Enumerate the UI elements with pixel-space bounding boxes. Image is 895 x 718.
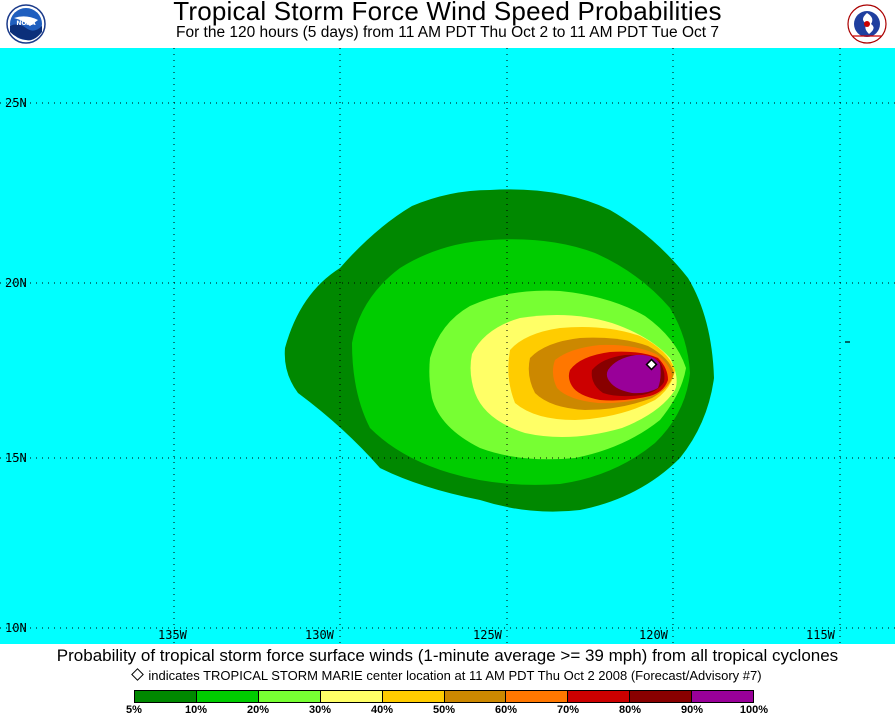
lon-label: 130W — [305, 628, 335, 642]
footer: Probability of tropical storm force surf… — [0, 644, 895, 716]
storm-center-marker — [645, 358, 658, 371]
legend-swatch — [568, 691, 631, 702]
map-caption: Probability of tropical storm force surf… — [56, 646, 839, 665]
legend-color-bar — [134, 690, 754, 703]
legend-label: 50% — [432, 704, 456, 716]
legend-swatch — [320, 691, 383, 702]
legend-swatch — [506, 691, 569, 702]
storm-note-text: indicates TROPICAL STORM MARIE center lo… — [148, 668, 762, 683]
lat-label: 10N — [5, 621, 27, 635]
legend-label: 30% — [308, 704, 332, 716]
storm-note: indicates TROPICAL STORM MARIE center lo… — [0, 668, 895, 683]
legend-swatch — [258, 691, 321, 702]
legend-label: 80% — [618, 704, 642, 716]
probability-contours — [284, 189, 714, 512]
lat-label: 20N — [5, 276, 27, 290]
legend-label: 90% — [680, 704, 704, 716]
svg-text:NOAA: NOAA — [16, 20, 36, 27]
lon-label: 120W — [639, 628, 669, 642]
probability-map: 25N 20N 15N 10N 135W 130W 125W 120W 115W — [0, 48, 895, 644]
legend-swatch — [630, 691, 693, 702]
lat-label: 15N — [5, 451, 27, 465]
legend-label: 60% — [494, 704, 518, 716]
diamond-icon — [131, 668, 145, 681]
legend-swatch — [382, 691, 445, 702]
lon-label: 125W — [473, 628, 503, 642]
legend-label: 20% — [246, 704, 270, 716]
legend-swatch — [444, 691, 507, 702]
nws-logo-icon — [847, 4, 887, 44]
noaa-logo-icon: NOAA — [6, 4, 46, 44]
page-title: Tropical Storm Force Wind Speed Probabil… — [173, 0, 722, 26]
legend-labels: 5% 10% 20% 30% 40% 50% 60% 70% 80% 90% 100% — [0, 704, 895, 718]
longitude-labels: 135W 130W 125W 120W 115W — [158, 628, 836, 642]
lon-label: 135W — [158, 628, 188, 642]
lat-label: 25N — [5, 96, 27, 110]
legend-label: 10% — [184, 704, 208, 716]
lon-label: 115W — [806, 628, 836, 642]
legend-label: 5% — [126, 704, 142, 716]
legend-label: 70% — [556, 704, 580, 716]
page-subtitle: For the 120 hours (5 days) from 11 AM PD… — [175, 24, 720, 41]
legend-label: 40% — [370, 704, 394, 716]
legend-swatch — [135, 691, 197, 702]
legend-swatch — [692, 691, 754, 702]
legend-swatch — [196, 691, 259, 702]
header: NOAA Tropical Storm Force Wind Speed Pro… — [0, 0, 895, 48]
latitude-labels: 25N 20N 15N 10N — [5, 96, 27, 635]
legend-label: 100% — [739, 704, 769, 716]
